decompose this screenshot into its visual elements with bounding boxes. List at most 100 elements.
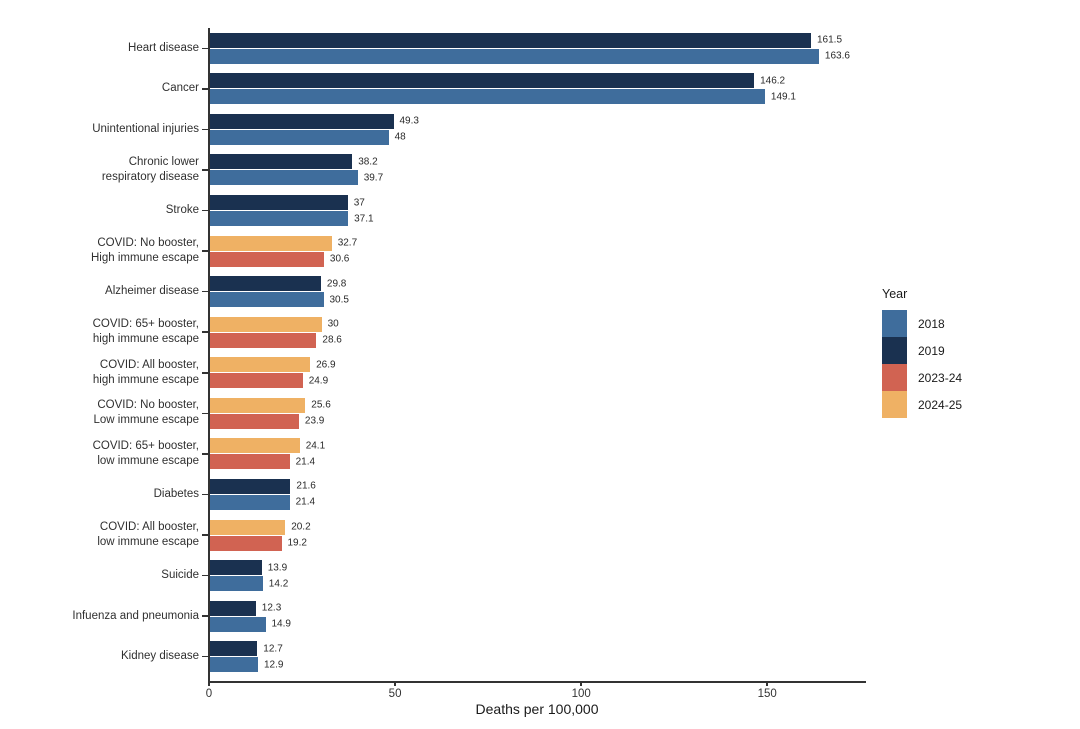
bar-2023-24: 21.4 [210, 454, 315, 470]
bar-pair: 37 37.1 [210, 195, 374, 227]
x-tick-label: 0 [205, 688, 213, 700]
value-label: 24.9 [308, 375, 329, 387]
bar-fill [210, 292, 324, 308]
value-label: 24.1 [305, 440, 326, 452]
bar-fill [210, 438, 300, 454]
bar-pair: 146.2 149.1 [210, 73, 796, 105]
bar-pair: 20.2 19.2 [210, 519, 311, 552]
bar-fill [210, 478, 291, 494]
bar-2023-24: 28.6 [210, 332, 342, 348]
bar-fill [210, 211, 349, 227]
bar-2019: 12.3 [210, 600, 281, 616]
y-axis-tick [202, 655, 208, 658]
bar-pair: 29.8 30.5 [210, 276, 349, 308]
value-label: 21.4 [295, 456, 316, 468]
value-label: 30.6 [329, 253, 350, 265]
bar-pair: 26.9 24.9 [210, 357, 336, 389]
y-axis-tick [202, 574, 208, 577]
category-label: Diabetes [153, 488, 199, 500]
value-label: 146.2 [760, 75, 786, 87]
bar-fill [210, 413, 299, 429]
bar-2019: 21.6 [210, 478, 316, 494]
bar-fill [210, 170, 358, 186]
bar-2023-24: 24.9 [210, 373, 328, 389]
bar-fill [210, 113, 394, 129]
value-label: 49.3 [399, 115, 419, 127]
bar-2018: 149.1 [210, 89, 796, 105]
bar-fill [210, 73, 755, 89]
bar-fill [210, 616, 266, 632]
bar-pair: 13.9 14.2 [210, 560, 288, 592]
bar-2019: 37 [210, 195, 365, 211]
bar-pair: 21.6 21.4 [210, 478, 316, 511]
bar-fill [210, 316, 322, 332]
value-label: 149.1 [770, 91, 796, 103]
bar-fill [210, 235, 332, 251]
bar-fill [210, 129, 389, 145]
value-label: 12.3 [261, 602, 282, 614]
value-label: 38.2 [358, 156, 378, 168]
bar-2019: 49.3 [210, 113, 419, 129]
x-axis-line [208, 681, 866, 683]
legend-swatch [882, 310, 907, 337]
bar-fill [210, 454, 290, 470]
bar-2024-25: 26.9 [210, 357, 336, 373]
legend-items: 2018 2019 2023-24 2024-25 [882, 310, 962, 418]
value-label: 37.1 [354, 213, 374, 225]
bar-2023-24: 30.6 [210, 251, 349, 267]
bar-2024-25: 30 [210, 316, 339, 332]
legend-swatch [882, 337, 907, 364]
legend-label: 2018 [918, 316, 945, 331]
bar-fill [210, 32, 811, 48]
legend-item: 2018 [882, 310, 962, 337]
bar-2018: 163.6 [210, 48, 850, 64]
y-axis-tick [202, 453, 208, 455]
bar-2018: 21.4 [210, 494, 315, 510]
y-axis-tick [202, 615, 208, 617]
y-axis-tick [202, 250, 208, 252]
bar-fill [210, 657, 258, 673]
value-label: 21.4 [295, 496, 316, 508]
bar-pair: 12.7 12.9 [210, 641, 283, 673]
x-axis-title: Deaths per 100,000 [475, 701, 599, 717]
bar-2024-25: 20.2 [210, 519, 311, 535]
bar-pair: 38.2 39.7 [210, 154, 383, 186]
y-axis-tick [202, 412, 208, 415]
category-label: COVID: No booster, High immune escape [90, 237, 199, 265]
value-label: 19.2 [287, 537, 307, 549]
category-label: Unintentional injuries [92, 122, 199, 135]
value-label: 30.5 [329, 294, 349, 306]
category-label: Alzheimer disease [105, 285, 199, 298]
bar-2019: 29.8 [210, 276, 346, 292]
category-label: Kidney disease [121, 650, 199, 663]
y-axis-tick [202, 47, 208, 50]
bar-fill [210, 560, 262, 576]
value-label: 14.9 [271, 618, 291, 630]
legend: Year 2018 2019 2023-24 2024-25 [882, 287, 962, 418]
value-label: 161.5 [817, 34, 843, 46]
value-label: 14.2 [268, 578, 289, 590]
bar-2018: 14.2 [210, 576, 288, 592]
value-label: 32.7 [337, 237, 358, 249]
bar-fill [210, 397, 306, 413]
legend-title: Year [882, 287, 908, 301]
category-label: Cancer [161, 82, 199, 95]
bar-2024-25: 32.7 [210, 235, 357, 251]
y-axis-tick [202, 128, 208, 131]
bar-pair: 161.5 163.6 [210, 32, 850, 65]
bar-2024-25: 25.6 [210, 397, 331, 413]
bar-2023-24: 19.2 [210, 535, 307, 551]
bar-2018: 30.5 [210, 292, 349, 308]
x-axis-tick [580, 681, 582, 686]
bar-fill [210, 535, 282, 551]
bar-fill [210, 154, 353, 170]
value-label: 48 [394, 131, 406, 143]
bar-fill [210, 89, 765, 105]
bar-2018: 12.9 [210, 657, 283, 673]
bar-2023-24: 23.9 [210, 413, 324, 429]
bar-fill [210, 519, 286, 535]
category-label: COVID: 65+ booster, high immune escape [92, 318, 199, 346]
y-axis-tick [202, 331, 208, 333]
category-label: Stroke [165, 204, 199, 217]
